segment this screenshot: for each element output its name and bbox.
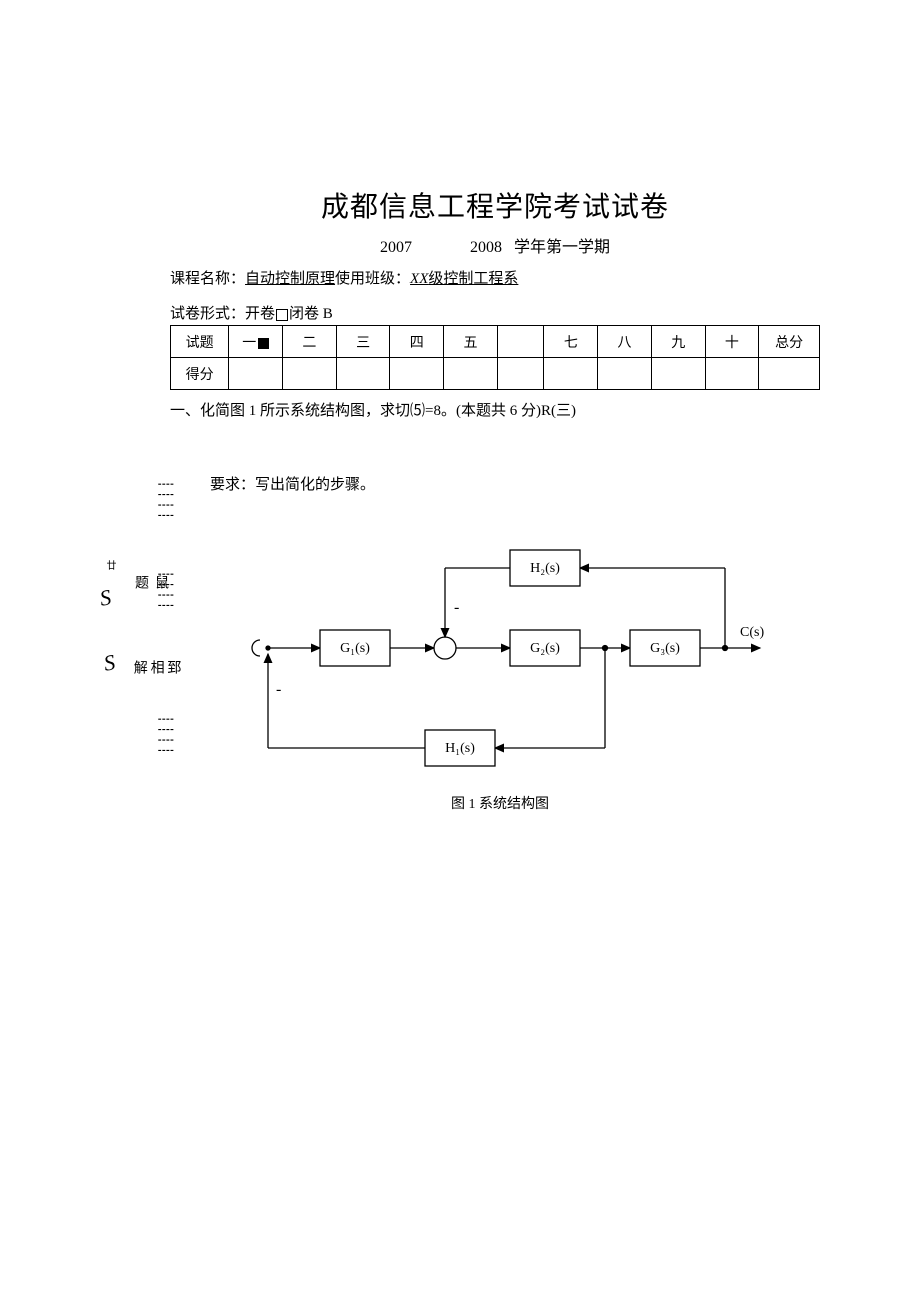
small-mark-1: 廿 [102,560,117,570]
col-10: 十 [705,326,759,358]
g1-label: G₁(s) [340,641,370,656]
minus-bottom: - [276,681,281,698]
table-row: 试题 一 二 三 四 五 七 八 九 十 总分 [171,326,820,358]
diagram-svg: G₁(s) G₂(s) G₃(s) C(s) [230,518,770,778]
h2-label: H₂(s) [530,561,560,576]
score-cell [651,358,705,390]
score-cell [229,358,283,390]
course-name: 自动控制原理 [245,271,335,287]
score-cell [759,358,820,390]
diagram-caption: 图 1 系统结构图 [230,793,770,813]
g3-label: G₃(s) [650,641,680,656]
score-cell [444,358,498,390]
col-3: 三 [336,326,390,358]
s-glyph-a: S [98,584,113,612]
semester-suffix: 学年第一学期 [514,239,610,256]
g2-label: G₂(s) [530,641,560,656]
form-open-label: 试卷形式：开卷 [170,306,275,322]
score-cell [336,358,390,390]
col-4: 四 [390,326,444,358]
col-6 [497,326,544,358]
col-total: 总分 [759,326,820,358]
col-1: 一 [229,326,283,358]
black-square-icon [258,338,269,349]
form-closed-label: 闭卷 B [289,306,333,322]
col-2: 二 [283,326,337,358]
course-line: 课程名称：自动控制原理使用班级：XX级控制工程系 [170,267,820,288]
class-label: 使用班级： [335,271,410,287]
score-cell [705,358,759,390]
col-7: 七 [544,326,598,358]
col-5: 五 [444,326,498,358]
s-glyph-b: S [102,649,117,677]
h1-label: H₁(s) [445,741,475,756]
page-content: 成都信息工程学院考试试卷 2007 2008 学年第一学期 课程名称：自动控制原… [170,185,820,813]
output-label: C(s) [740,625,764,640]
col-8: 八 [598,326,652,358]
score-table: 试题 一 二 三 四 五 七 八 九 十 总分 得分 [170,325,820,390]
col-9: 九 [651,326,705,358]
row-label-1: 试题 [171,326,229,358]
course-label: 课程名称： [170,271,245,287]
year-from: 2007 [380,239,412,256]
block-diagram: G₁(s) G₂(s) G₃(s) C(s) [230,518,770,813]
table-row: 得分 [171,358,820,390]
col-1-text: 一 [242,336,256,351]
score-cell [497,358,544,390]
question-1: 一、化简图 1 所示系统结构图，求切⑸=8。(本题共 6 分)R(三) [170,400,820,423]
semester-line: 2007 2008 学年第一学期 [170,233,820,257]
row-label-2: 得分 [171,358,229,390]
checkbox-open-icon [276,309,288,321]
class-name: XX [410,271,428,287]
question-requirement: 要求：写出简化的步骤。 [210,473,820,494]
score-cell [598,358,652,390]
year-to: 2008 [470,239,502,256]
minus-top: - [454,599,459,616]
class-suffix: 级控制工程系 [428,271,518,287]
score-cell [544,358,598,390]
exam-form-line: 试卷形式：开卷闭卷 B [170,302,820,323]
score-cell [283,358,337,390]
page-title: 成都信息工程学院考试试卷 [170,185,820,225]
score-cell [390,358,444,390]
